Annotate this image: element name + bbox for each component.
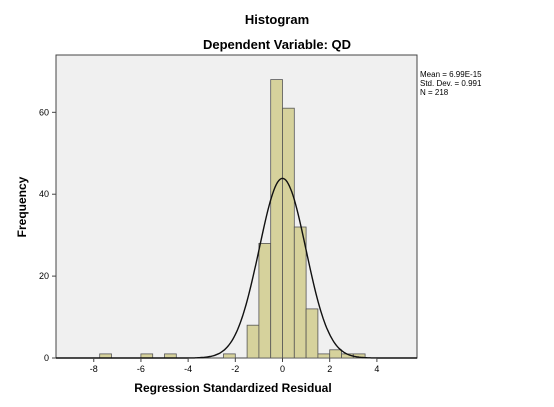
- x-tick-label: -8: [90, 364, 98, 374]
- histogram-bar-5: [258, 242, 272, 359]
- plot-area: [55, 54, 418, 359]
- x-tick-label: -2: [231, 364, 239, 374]
- x-axis-title: Regression Standardized Residual: [134, 381, 331, 395]
- x-tick-label: 2: [327, 364, 332, 374]
- histogram-bar-7: [282, 107, 295, 359]
- histogram-bar-9: [305, 308, 319, 359]
- chart-subtitle: Dependent Variable: QD: [203, 37, 351, 52]
- stats-n: N = 218: [420, 88, 449, 97]
- x-tick-label: -6: [137, 364, 145, 374]
- chart-title: Histogram: [245, 12, 309, 27]
- x-tick-label: -4: [184, 364, 192, 374]
- histogram-bar-3: [223, 353, 236, 359]
- stats-std-dev: Std. Dev. = 0.991: [420, 79, 482, 88]
- y-tick-label: 60: [39, 107, 49, 117]
- stats-mean: Mean = 6.99E-15: [420, 70, 482, 79]
- histogram-bar-11: [329, 349, 342, 359]
- histogram-bar-4: [246, 324, 260, 359]
- bars-group: [99, 79, 366, 359]
- x-tick-label: 4: [374, 364, 379, 374]
- histogram-bar-8: [293, 226, 307, 359]
- y-tick-label: 0: [44, 353, 49, 363]
- y-axis-title: Frequency: [15, 176, 29, 237]
- normal-curve: [56, 177, 417, 359]
- y-tick-label: 20: [39, 271, 49, 281]
- histogram-bar-6: [270, 79, 283, 359]
- y-tick-label: 40: [39, 189, 49, 199]
- histogram-bar-10: [317, 353, 331, 359]
- x-tick-label: 0: [280, 364, 285, 374]
